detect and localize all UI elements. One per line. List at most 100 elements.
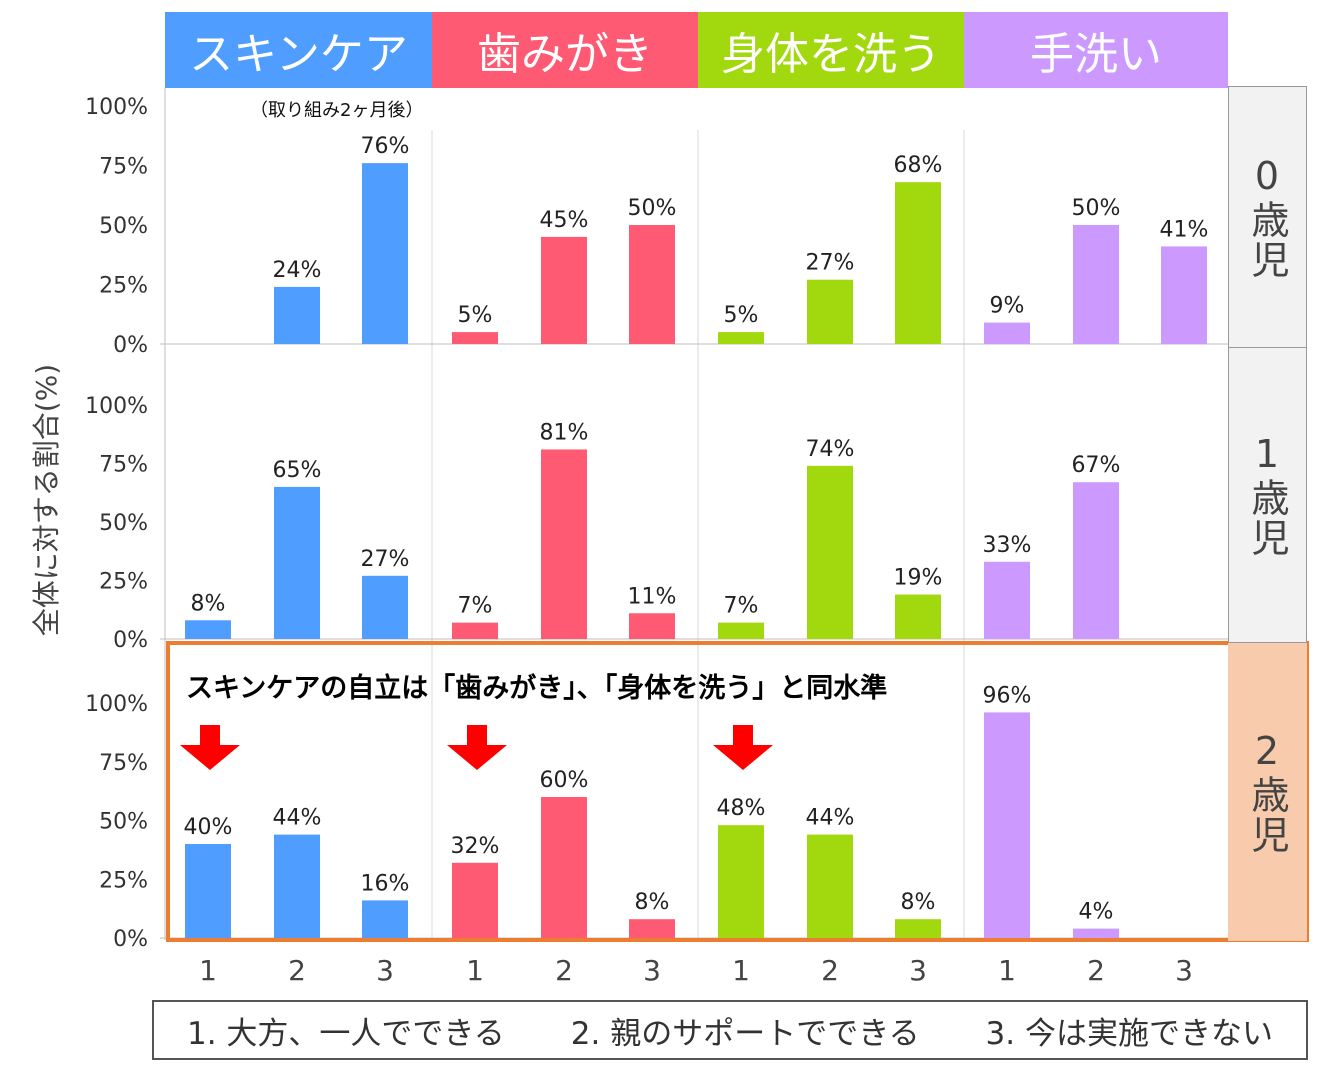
bar [185, 620, 231, 639]
data-label: 7% [458, 594, 493, 619]
data-label: 27% [806, 251, 855, 276]
bar [274, 486, 320, 639]
data-label: 16% [361, 871, 410, 896]
bar [362, 575, 408, 639]
y-tick-label: 100% [85, 692, 148, 717]
header-body-washing: 身体を洗う [698, 12, 964, 88]
data-label: 24% [273, 258, 322, 283]
bar [541, 449, 587, 639]
x-tick-label: 3 [643, 954, 661, 987]
bar [362, 900, 408, 938]
bar [362, 163, 408, 344]
data-label: 7% [724, 594, 759, 619]
bar [452, 862, 498, 938]
data-label: 50% [628, 196, 677, 221]
row-label-age2: 2歳児 [1228, 643, 1307, 941]
y-tick-label: 75% [99, 155, 148, 180]
bar [718, 825, 764, 938]
bar [1073, 482, 1119, 639]
y-tick-label: 75% [99, 453, 148, 478]
data-label: 50% [1072, 196, 1121, 221]
data-label: 44% [806, 806, 855, 831]
data-label: 32% [451, 834, 500, 859]
data-label: 74% [806, 437, 855, 462]
bar [984, 322, 1030, 344]
data-label: 41% [1160, 217, 1209, 242]
bar [895, 594, 941, 639]
bar [895, 182, 941, 344]
y-tick-label: 50% [99, 214, 148, 239]
x-tick-label: 2 [555, 954, 573, 987]
x-tick-label: 1 [199, 954, 217, 987]
data-label: 27% [361, 547, 410, 572]
y-tick-label: 0% [113, 628, 148, 653]
y-tick-label: 100% [85, 95, 148, 120]
y-tick-label: 50% [99, 810, 148, 835]
x-tick-label: 1 [998, 954, 1016, 987]
data-label: 81% [540, 420, 589, 445]
header-toothbrushing: 歯みがき [432, 12, 698, 88]
data-label: 65% [273, 458, 322, 483]
bar [629, 225, 675, 344]
y-tick-label: 75% [99, 751, 148, 776]
down-arrow-icon [713, 725, 773, 770]
legend-item-3: 3. 今は実施できない [985, 1015, 1273, 1052]
annotation: スキンケアの自立は「歯みがき」、「身体を洗う」と同水準 [186, 673, 888, 704]
legend-item-1: 1. 大方、一人でできる [186, 1015, 505, 1052]
data-label: 4% [1079, 900, 1114, 925]
y-axis-label: 全体に対する割合(%) [30, 363, 63, 637]
highlight-frame [166, 641, 1309, 942]
x-tick-label: 1 [466, 954, 484, 987]
bar [541, 797, 587, 938]
y-tick-label: 25% [99, 274, 148, 299]
bar [718, 622, 764, 639]
data-label: 5% [724, 303, 759, 328]
data-label: 45% [540, 208, 589, 233]
data-label: 67% [1072, 453, 1121, 478]
legend: 1. 大方、一人でできる 2. 親のサポートでできる 3. 今は実施できない [152, 1000, 1308, 1060]
bar [541, 236, 587, 344]
bar [274, 834, 320, 938]
bar [807, 465, 853, 639]
data-label: 44% [273, 806, 322, 831]
data-label: 33% [983, 533, 1032, 558]
data-label: 68% [894, 153, 943, 178]
bar [185, 844, 231, 938]
x-tick-label: 1 [732, 954, 750, 987]
x-tick-label: 3 [1175, 954, 1193, 987]
data-label: 48% [717, 796, 766, 821]
data-label: 40% [184, 815, 233, 840]
down-arrow-icon [447, 725, 507, 770]
data-label: 8% [901, 890, 936, 915]
x-tick-label: 2 [821, 954, 839, 987]
down-arrow-icon [180, 725, 240, 770]
bar [274, 286, 320, 344]
data-label: 60% [540, 768, 589, 793]
bar [1073, 928, 1119, 938]
data-label: 9% [990, 294, 1025, 319]
y-tick-label: 100% [85, 394, 148, 419]
bar [718, 332, 764, 344]
x-tick-label: 3 [376, 954, 394, 987]
data-label: 76% [361, 134, 410, 159]
data-label: 8% [635, 890, 670, 915]
bar [807, 834, 853, 938]
bar [629, 613, 675, 639]
bar [1161, 246, 1207, 344]
bar [984, 561, 1030, 639]
bar [452, 622, 498, 639]
bar [895, 919, 941, 938]
header-handwashing: 手洗い [964, 12, 1228, 88]
legend-item-2: 2. 親のサポートでできる [570, 1015, 920, 1052]
x-tick-label: 3 [909, 954, 927, 987]
row-label-age0: 0歳児 [1228, 86, 1307, 348]
data-label: 11% [628, 584, 677, 609]
bar [452, 332, 498, 344]
data-label: 5% [458, 303, 493, 328]
data-label: 8% [191, 591, 226, 616]
bar [1073, 225, 1119, 344]
data-label: 19% [894, 566, 943, 591]
x-tick-label: 2 [288, 954, 306, 987]
y-tick-label: 50% [99, 511, 148, 536]
